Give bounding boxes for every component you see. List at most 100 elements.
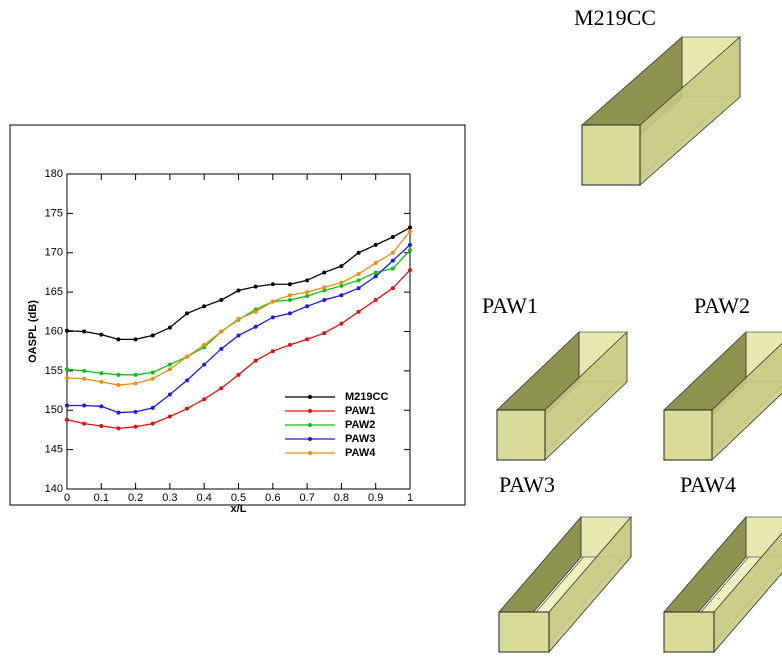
data-point <box>134 410 138 414</box>
data-point <box>99 380 103 384</box>
x-tick-label: 0.4 <box>197 492 212 504</box>
data-point <box>408 226 412 230</box>
cavity-label: M219CC <box>574 5 656 30</box>
data-point <box>271 300 275 304</box>
data-point <box>408 268 412 272</box>
data-point <box>322 270 326 274</box>
data-point <box>288 343 292 347</box>
data-point <box>322 331 326 335</box>
data-point <box>65 329 69 333</box>
data-point <box>391 259 395 263</box>
cavity-label: PAW1 <box>482 293 538 318</box>
data-point <box>185 407 189 411</box>
legend-marker <box>308 437 312 441</box>
x-tick-label: 0.2 <box>128 492 143 504</box>
data-point <box>99 404 103 408</box>
data-point <box>116 411 120 415</box>
x-axis-label: x/L <box>231 503 247 515</box>
data-point <box>99 333 103 337</box>
data-point <box>99 424 103 428</box>
legend-label: M219CC <box>345 391 388 403</box>
page: M219CC PAW1 PAW2 PAW3 PAW4 1401451501551… <box>0 0 782 661</box>
data-point <box>339 293 343 297</box>
cavity-front-face <box>499 612 549 652</box>
data-point <box>237 289 241 293</box>
data-point <box>219 347 223 351</box>
data-point <box>134 337 138 341</box>
data-point <box>185 378 189 382</box>
y-tick-label: 180 <box>45 168 63 180</box>
data-point <box>99 371 103 375</box>
data-point <box>305 337 309 341</box>
data-point <box>202 304 206 308</box>
data-point <box>391 286 395 290</box>
y-tick-label: 155 <box>45 365 63 377</box>
data-point <box>65 376 69 380</box>
x-tick-label: 0.8 <box>334 492 349 504</box>
data-point <box>357 251 361 255</box>
x-tick-label: 0.1 <box>94 492 109 504</box>
legend-label: PAW1 <box>345 405 375 417</box>
data-point <box>391 251 395 255</box>
y-tick-label: 140 <box>45 483 63 495</box>
cavity-front-face <box>582 125 640 185</box>
cavity-diagrams <box>497 37 782 652</box>
data-point <box>374 261 378 265</box>
data-point <box>168 367 172 371</box>
cavity-front-face <box>664 410 712 460</box>
data-point <box>391 235 395 239</box>
data-point <box>408 248 412 252</box>
data-point <box>339 281 343 285</box>
data-point <box>305 304 309 308</box>
data-point <box>339 322 343 326</box>
data-point <box>116 373 120 377</box>
data-point <box>65 404 69 408</box>
data-point <box>408 243 412 247</box>
cavity-front-face <box>497 410 545 460</box>
data-point <box>219 386 223 390</box>
cavity-front-face <box>664 612 714 652</box>
cavity-label: PAW2 <box>694 293 750 318</box>
data-point <box>288 298 292 302</box>
data-point <box>168 415 172 419</box>
data-point <box>254 325 258 329</box>
x-tick-label: 0 <box>64 492 70 504</box>
y-tick-label: 175 <box>45 207 63 219</box>
data-point <box>374 298 378 302</box>
data-point <box>305 290 309 294</box>
y-axis-label: OASPL (dB) <box>27 300 39 363</box>
x-tick-label: 1 <box>407 492 413 504</box>
data-point <box>134 381 138 385</box>
data-point <box>237 373 241 377</box>
y-tick-label: 145 <box>45 444 63 456</box>
y-tick-label: 150 <box>45 404 63 416</box>
data-point <box>288 282 292 286</box>
data-point <box>116 426 120 430</box>
data-point <box>168 326 172 330</box>
data-point <box>202 363 206 367</box>
data-point <box>374 270 378 274</box>
data-point <box>82 369 86 373</box>
data-point <box>116 383 120 387</box>
data-point <box>374 243 378 247</box>
data-point <box>219 298 223 302</box>
data-point <box>82 377 86 381</box>
data-point <box>322 285 326 289</box>
data-point <box>254 285 258 289</box>
data-point <box>134 373 138 377</box>
legend-marker <box>308 423 312 427</box>
legend-label: PAW2 <box>345 419 375 431</box>
data-point <box>168 393 172 397</box>
y-tick-label: 170 <box>45 247 63 259</box>
data-point <box>357 286 361 290</box>
data-point <box>305 278 309 282</box>
x-tick-label: 0.3 <box>162 492 177 504</box>
data-point <box>357 278 361 282</box>
y-tick-label: 160 <box>45 325 63 337</box>
data-point <box>322 298 326 302</box>
data-point <box>185 311 189 315</box>
x-tick-label: 0.7 <box>299 492 314 504</box>
data-point <box>237 317 241 321</box>
data-point <box>151 377 155 381</box>
legend-label: PAW4 <box>345 447 376 459</box>
